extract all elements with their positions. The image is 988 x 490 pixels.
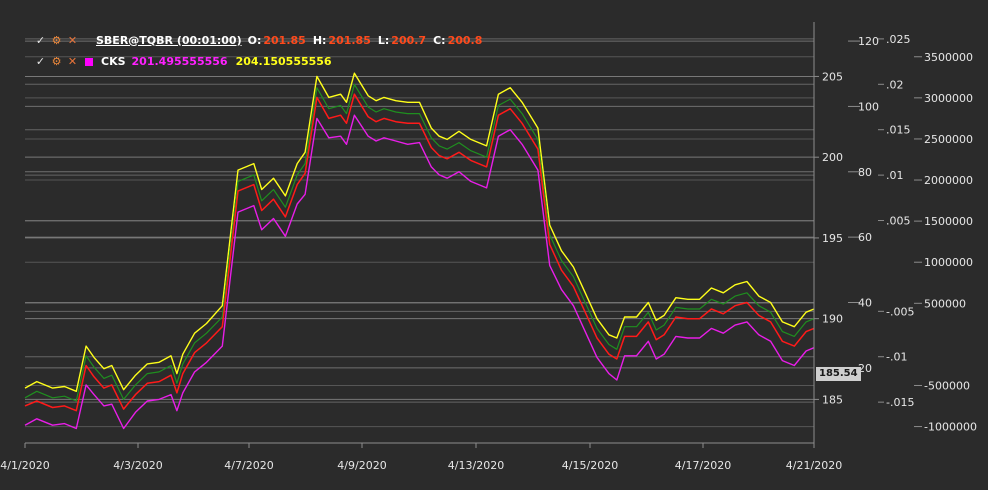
visibility-check-icon[interactable]: ✓ — [35, 54, 46, 68]
close-value: 200.8 — [447, 33, 483, 47]
low-value: 200.7 — [391, 33, 427, 47]
axis3-tick-label: .01 — [886, 169, 904, 182]
axis3-tick-label: -.015 — [886, 396, 914, 409]
time-tick-label: 4/13/2020 — [448, 459, 504, 472]
legend-row-instrument: ✓ ⚙ ✕ SBER@TQBR (00:01:00) O: 201.85 H: … — [34, 30, 489, 51]
price-tick-label: 190 — [822, 313, 843, 326]
series-line-cks — [24, 93, 815, 412]
axis3-tick-label: -.005 — [886, 305, 914, 318]
series-layer — [24, 72, 815, 430]
axis4-tick-label: 2000000 — [924, 174, 973, 187]
axis3-tick-label: .025 — [886, 33, 911, 46]
close-label: C: — [433, 33, 446, 47]
axis3-tick-label: .005 — [886, 215, 911, 228]
time-tick-label: 4/17/2020 — [675, 459, 731, 472]
axis4-tick-label: 500000 — [924, 297, 966, 310]
price-tick-label: 200 — [822, 151, 843, 164]
time-tick-label: 4/7/2020 — [224, 459, 273, 472]
axis4-tick-label: 3000000 — [924, 92, 973, 105]
price-tick-label: 185 — [822, 393, 843, 406]
axis4-tick-label: 2500000 — [924, 133, 973, 146]
axis4-tick-label: 3500000 — [924, 51, 973, 64]
axis-layer: 185 190 195 200 205 20 40 60 80 100 120 -.015 -.01 -.… — [0, 22, 977, 472]
remove-close-icon[interactable]: ✕ — [67, 33, 78, 47]
low-label: L: — [377, 33, 390, 47]
settings-gear-icon[interactable]: ⚙ — [51, 33, 62, 47]
current-price-tag: 185.54 — [816, 367, 861, 381]
color-square-icon[interactable] — [85, 57, 93, 66]
axis2-tick-label: 20 — [858, 362, 872, 375]
remove-close-icon[interactable]: ✕ — [67, 54, 78, 68]
axis2-tick-label: 40 — [858, 296, 872, 309]
price-tick-label: 195 — [822, 232, 843, 245]
time-tick-label: 4/15/2020 — [562, 459, 618, 472]
instrument-name[interactable]: SBER@TQBR (00:01:00) — [96, 33, 242, 47]
axis3-tick-label: -.01 — [886, 351, 907, 364]
axis3-tick-label: .02 — [886, 78, 904, 91]
open-value: 201.85 — [263, 33, 306, 47]
axis3-tick-label: .015 — [886, 124, 911, 137]
legend-row-indicator: ✓ ⚙ ✕ CKS 201.495555556 204.150555556 — [34, 51, 489, 72]
time-tick-label: 4/21/2020 — [786, 459, 842, 472]
series-line-low — [24, 114, 815, 430]
time-tick-label: 4/9/2020 — [337, 459, 386, 472]
high-label: H: — [312, 33, 327, 47]
axis4-tick-label: 1000000 — [924, 256, 973, 269]
indicator-name[interactable]: CKS — [101, 54, 126, 68]
visibility-check-icon[interactable]: ✓ — [35, 33, 46, 47]
settings-gear-icon[interactable]: ⚙ — [51, 54, 62, 68]
time-tick-label: 4/3/2020 — [113, 459, 162, 472]
axis4-tick-label: -1000000 — [924, 421, 977, 434]
open-label: O: — [247, 33, 262, 47]
series-line-mid — [24, 83, 815, 402]
high-value: 201.85 — [328, 33, 371, 47]
axis4-tick-label: -500000 — [924, 379, 970, 392]
grid-layer — [25, 38, 814, 428]
axis2-tick-label: 100 — [858, 100, 879, 113]
indicator-value-1: 201.495555556 — [131, 54, 228, 68]
axis4-tick-label: 1500000 — [924, 215, 973, 228]
axis2-tick-label: 120 — [858, 35, 879, 48]
indicator-value-2: 204.150555556 — [235, 54, 332, 68]
axis2-tick-label: 60 — [858, 231, 872, 244]
chart-legend: ✓ ⚙ ✕ SBER@TQBR (00:01:00) O: 201.85 H: … — [34, 30, 489, 72]
axis2-tick-label: 80 — [858, 166, 872, 179]
price-tick-label: 205 — [822, 70, 843, 83]
time-tick-label: 4/1/2020 — [0, 459, 49, 472]
series-line-high — [24, 72, 815, 392]
